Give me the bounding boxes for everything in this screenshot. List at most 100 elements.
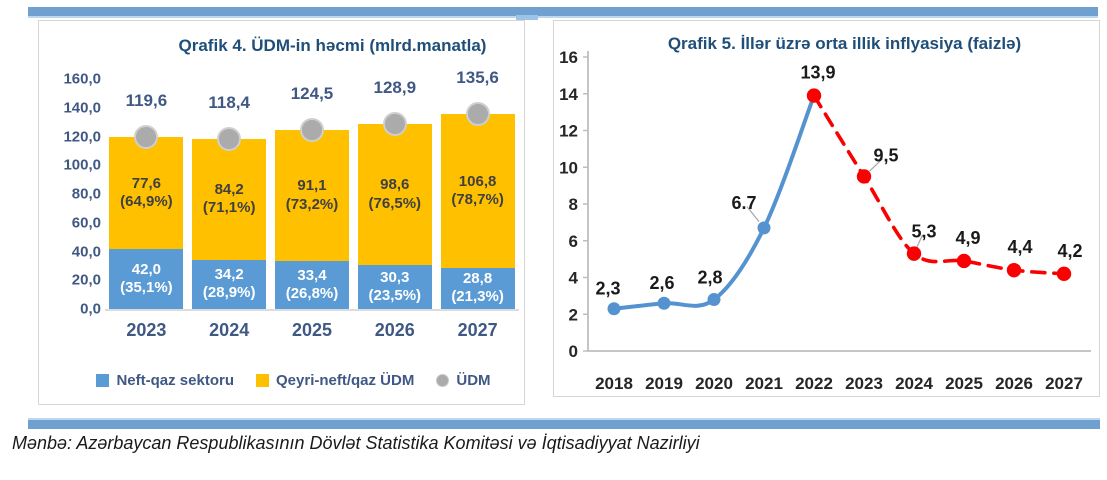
stacked-bar: 91,1 (73,2%) 33,4 (26,8%)	[274, 130, 349, 309]
forecast-point-marker	[956, 253, 972, 269]
x-axis-tick-label: 2019	[645, 374, 683, 393]
stacked-bar: 84,2 (71,1%) 34,2 (28,9%)	[192, 138, 267, 309]
x-axis-labels: 2023 2024 2025 2026 2027	[105, 320, 519, 341]
udm-total-marker	[465, 102, 490, 127]
inflation-line-chart: Qrafik 5. İllər üzrə orta illik inflyasi…	[553, 20, 1100, 397]
y-axis-tick-label: 80,0	[71, 185, 101, 203]
legend-swatch-non-oil	[256, 374, 269, 387]
x-axis-tick-label: 2022	[795, 374, 833, 393]
segment-value-label: 28,8 (21,3%)	[451, 269, 504, 306]
y-axis-tick-label: 12	[559, 122, 578, 141]
data-point-label: 13,9	[800, 63, 835, 83]
data-point-label: 4,2	[1057, 241, 1082, 261]
forecast-point-marker	[906, 246, 922, 261]
legend-label: Neft-qaz sektoru	[116, 372, 234, 389]
y-axis-tick-label: 120,0	[63, 128, 101, 145]
x-axis-tick-label: 2025	[291, 320, 333, 340]
data-point-label: 4,9	[955, 228, 980, 248]
segment-value-label: 106,8 (78,7%)	[451, 172, 504, 208]
x-axis-tick-label: 2024	[895, 374, 933, 393]
udm-total-marker	[134, 125, 159, 150]
y-axis-tick-label: 4	[569, 269, 579, 288]
forecast-point-marker	[1056, 266, 1072, 282]
chart-title-gdp: Qrafik 4. ÜDM-in həcmi (mlrd.manatla)	[178, 36, 487, 55]
total-value-label: 128,9	[373, 77, 417, 97]
oil-gas-segment: 28,8 (21,3%)	[440, 267, 515, 309]
data-point-label: 2,8	[697, 268, 722, 288]
y-axis-labels: 160,0 140,0 120,0 100,0 80,0 60,0 40,0 20,0 0,0	[39, 71, 101, 318]
y-axis-tick-label: 20,0	[71, 271, 101, 289]
x-axis-tick-label: 2026	[995, 374, 1033, 393]
non-oil-gdp-segment: 98,6 (76,5%)	[357, 123, 432, 266]
segment-value-label: 30,3 (23,5%)	[368, 268, 422, 305]
chart-legend: Neft-qaz sektoru Qeyri-neft/qaz ÜDM ÜDM	[39, 372, 524, 389]
y-axis-tick-label: 6	[569, 232, 578, 251]
segment-value-label: 84,2 (71,1%)	[202, 181, 256, 217]
top-accent-bar	[28, 7, 1098, 18]
label-leader-line	[746, 206, 760, 223]
x-axis-tick-label: 2023	[126, 320, 167, 340]
segment-value-label: 34,2 (28,9%)	[202, 266, 256, 302]
udm-total-marker	[299, 118, 324, 143]
historical-line	[612, 93, 816, 311]
total-value-label: 119,6	[125, 91, 168, 111]
non-oil-gdp-segment: 106,8 (78,7%)	[440, 114, 515, 268]
historical-point-marker	[757, 221, 771, 235]
total-value-label: 135,6	[456, 68, 499, 88]
chart-title-inflation: Qrafik 5. İllər üzrə orta illik inflyasi…	[667, 34, 1022, 53]
bottom-accent-bar	[28, 418, 1100, 429]
udm-total-marker	[382, 111, 407, 136]
gdp-volume-bar-chart: Qrafik 4. ÜDM-in həcmi (mlrd.manatla) 16…	[38, 20, 525, 405]
bar-column: 106,8 (78,7%) 28,8 (21,3%) 135,6	[436, 68, 519, 309]
line-plot-area: 0 2 4 6 8 10 12 14 16 2018 2019 2020 2021 2022 2023 202…	[559, 48, 1091, 393]
x-axis-tick-label: 2025	[945, 374, 983, 393]
stacked-bar: 106,8 (78,7%) 28,8 (21,3%)	[440, 114, 515, 309]
column-divider-handle	[516, 15, 538, 20]
total-value-label: 124,5	[290, 84, 334, 104]
label-leader-line	[869, 158, 884, 172]
y-axis-tick-label: 160,0	[63, 70, 101, 88]
y-axis-tick-label: 0,0	[80, 300, 101, 318]
data-point-label: 2,3	[595, 279, 620, 299]
segment-value-label: 91,1 (73,2%)	[285, 177, 339, 213]
legend-label: Qeyri-neft/qaz ÜDM	[276, 372, 415, 389]
segment-value-label: 98,6 (76,5%)	[368, 176, 422, 212]
legend-item: Neft-qaz sektoru	[96, 372, 234, 389]
y-axis-tick-label: 8	[569, 195, 578, 214]
forecast-point-marker	[1006, 262, 1022, 278]
oil-gas-segment: 33,4 (26,8%)	[274, 260, 349, 309]
oil-gas-segment: 34,2 (28,9%)	[192, 259, 267, 309]
legend-swatch-udm	[436, 374, 450, 387]
bar-column: 98,6 (76,5%) 30,3 (23,5%) 128,9	[353, 77, 436, 309]
segment-value-label: 77,6 (64,9%)	[120, 174, 173, 210]
y-axis-tick-label: 60,0	[71, 214, 101, 232]
y-axis-tick-label: 10	[559, 158, 578, 177]
udm-total-marker	[217, 126, 242, 151]
stacked-bar: 77,6 (64,9%) 42,0 (35,1%)	[109, 137, 184, 309]
x-axis-tick-label: 2023	[845, 374, 883, 393]
y-axis-tick-label: 40,0	[71, 243, 101, 260]
x-axis-tick-label: 2021	[745, 374, 783, 393]
x-axis-tick-label: 2020	[695, 374, 733, 393]
legend-item: ÜDM	[436, 372, 491, 389]
x-axis-tick-label: 2027	[457, 320, 498, 340]
forecast-point-marker	[806, 88, 822, 103]
data-point-label: 5,3	[911, 222, 936, 242]
bar-plot-area: 77,6 (64,9%) 42,0 (35,1%) 119,6 84,2 (71,1%…	[105, 68, 519, 311]
segment-value-label: 33,4 (26,8%)	[285, 266, 339, 302]
x-axis-tick-label: 2024	[209, 320, 250, 340]
non-oil-gdp-segment: 91,1 (73,2%)	[274, 130, 349, 261]
non-oil-gdp-segment: 77,6 (64,9%)	[109, 137, 184, 249]
historical-point-marker	[657, 296, 671, 310]
x-axis-tick-label: 2027	[1045, 374, 1083, 393]
legend-swatch-oil-gas	[96, 374, 110, 387]
x-axis-tick-label: 2026	[374, 320, 415, 340]
y-axis-tick-label: 0	[569, 342, 578, 361]
bar-column: 91,1 (73,2%) 33,4 (26,8%) 124,5	[271, 79, 354, 309]
x-axis-tick-label: 2018	[595, 374, 633, 393]
y-axis-tick-label: 2	[569, 305, 578, 324]
historical-point-marker	[707, 293, 721, 307]
label-leader-line	[915, 234, 924, 249]
segment-value-label: 42,0 (35,1%)	[120, 260, 173, 296]
